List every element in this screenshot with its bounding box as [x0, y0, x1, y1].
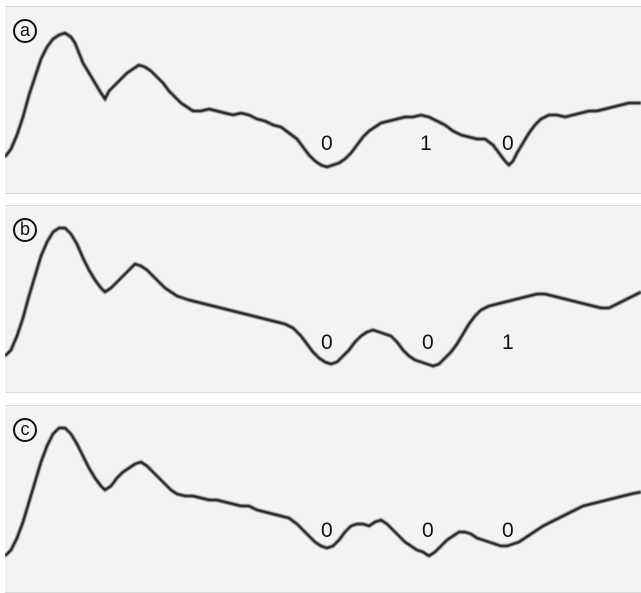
panel-label-b: b	[13, 218, 37, 242]
bit-label: 0	[321, 331, 333, 354]
panel-a: a 0 1 0	[5, 6, 641, 194]
panel-c: c 0 0 0	[5, 405, 641, 593]
bit-label: 0	[502, 519, 514, 542]
bit-label: 1	[420, 132, 432, 155]
bit-label: 1	[502, 331, 514, 354]
bit-label: 0	[422, 331, 434, 354]
bit-label: 0	[321, 132, 333, 155]
trace-b	[5, 226, 641, 368]
panel-label-c: c	[13, 418, 37, 442]
bit-label: 0	[502, 132, 514, 155]
panel-b: b 0 0 1	[5, 205, 641, 393]
trace-c	[5, 426, 641, 558]
waveform-a	[5, 31, 641, 169]
panel-label-a: a	[13, 19, 37, 43]
waveform-c	[5, 426, 641, 558]
trace-a	[5, 31, 641, 169]
bit-label: 0	[321, 519, 333, 542]
waveform-b	[5, 226, 641, 368]
bit-label: 0	[422, 519, 434, 542]
